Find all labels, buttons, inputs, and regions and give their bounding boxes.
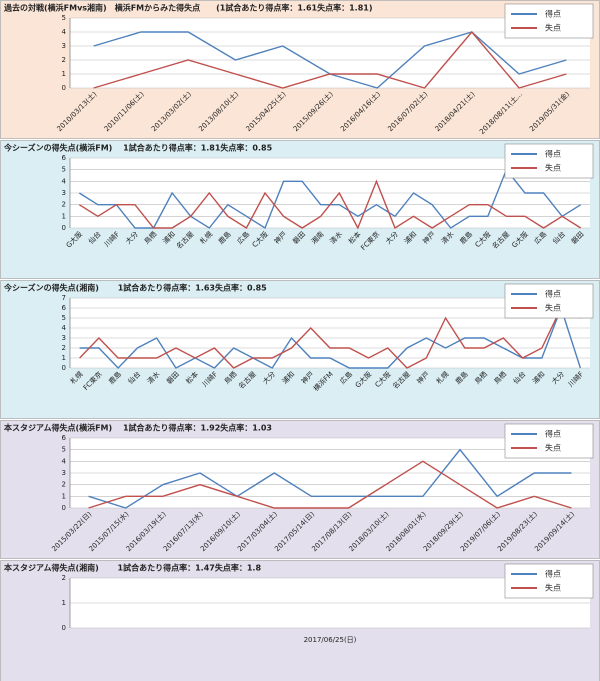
- y-tick-label: 1: [62, 354, 66, 362]
- chart-title: 本スタジアム得失点(湘南) 1試合あたり得点率：1.47失点率：1.8: [3, 563, 261, 573]
- y-tick-label: 0: [62, 224, 66, 232]
- y-tick-label: 3: [62, 42, 66, 50]
- series-line: [88, 460, 572, 509]
- chart-panel: 本スタジアム得失点(横浜FM) 1試合あたり得点率：1.92失点率：1.03 0 1…: [0, 420, 600, 559]
- series-line: [79, 307, 581, 369]
- plot-area: [70, 298, 590, 368]
- y-tick-label: 6: [62, 304, 67, 312]
- y-tick-label: 5: [62, 14, 66, 22]
- legend-label: 得点: [545, 289, 561, 299]
- y-tick-label: 3: [62, 334, 66, 342]
- y-tick-label: 4: [62, 177, 67, 185]
- y-tick-label: 0: [62, 84, 66, 92]
- legend-box: [504, 423, 594, 459]
- series-line: [79, 305, 582, 370]
- y-tick-label: 7: [62, 294, 66, 302]
- chart-title: 本スタジアム得失点(横浜FM) 1試合あたり得点率：1.92失点率：1.03: [3, 423, 272, 433]
- legend-label: 失点: [545, 583, 561, 593]
- y-tick-label: 0: [62, 624, 66, 632]
- y-tick-label: 0: [62, 364, 66, 372]
- legend-box: [504, 283, 594, 319]
- y-tick-label: 6: [62, 434, 67, 442]
- series-line: [93, 30, 567, 89]
- y-tick-label: 2: [62, 344, 66, 352]
- legend-box: [504, 563, 594, 599]
- y-tick-label: 3: [62, 469, 66, 477]
- series-line: [88, 448, 572, 509]
- y-tick-label: 1: [62, 212, 66, 220]
- chart-title: 今シーズンの得失点(湘南) 1試合あたり得点率：1.63失点率：0.85: [3, 283, 267, 293]
- legend-label: 得点: [545, 9, 561, 19]
- chart-title: 過去の対戦(横浜FMvs湘南) 横浜FMからみた得失点 (1試合あたり得点率：1…: [3, 3, 373, 13]
- y-tick-label: 2: [62, 481, 66, 489]
- chart-panel: 今シーズンの得失点(湘南) 1試合あたり得点率：1.63失点率：0.85 0 1 2 3…: [0, 280, 600, 419]
- x-tick-label: 2017/06/25(日): [304, 636, 357, 644]
- legend-label: 得点: [545, 429, 561, 439]
- chart-panel: 今シーズンの得失点(横浜FM) 1試合あたり得点率：1.81失点率：0.85 0 1…: [0, 140, 600, 279]
- y-tick-label: 2: [62, 56, 66, 64]
- y-tick-label: 2: [62, 574, 66, 582]
- chart-panel: 過去の対戦(横浜FMvs湘南) 横浜FMからみた得失点 (1試合あたり得点率：1…: [0, 0, 600, 139]
- y-tick-label: 6: [62, 154, 67, 162]
- y-tick-label: 3: [62, 189, 66, 197]
- y-tick-label: 0: [62, 504, 66, 512]
- plot-area: [70, 18, 590, 88]
- y-tick-label: 1: [62, 492, 66, 500]
- y-tick-label: 4: [62, 28, 67, 36]
- y-tick-label: 1: [62, 599, 66, 607]
- y-tick-label: 2: [62, 201, 66, 209]
- legend-label: 得点: [545, 149, 561, 159]
- chart-title: 今シーズンの得失点(横浜FM) 1試合あたり得点率：1.81失点率：0.85: [3, 143, 273, 153]
- y-tick-label: 5: [62, 166, 66, 174]
- legend-label: 失点: [545, 23, 561, 33]
- legend-label: 失点: [545, 163, 561, 173]
- legend-label: 得点: [545, 569, 561, 579]
- legend-box: [504, 3, 594, 39]
- y-tick-label: 1: [62, 70, 66, 78]
- y-tick-label: 4: [62, 457, 67, 465]
- legend-label: 失点: [545, 303, 561, 313]
- chart-panel: 本スタジアム得失点(湘南) 1試合あたり得点率：1.47失点率：1.8 0 1 2 20…: [0, 560, 600, 681]
- y-tick-label: 5: [62, 314, 66, 322]
- legend-box: [504, 143, 594, 179]
- legend-label: 失点: [545, 443, 561, 453]
- y-tick-label: 4: [62, 324, 67, 332]
- y-tick-label: 5: [62, 446, 66, 454]
- series-line: [78, 179, 582, 230]
